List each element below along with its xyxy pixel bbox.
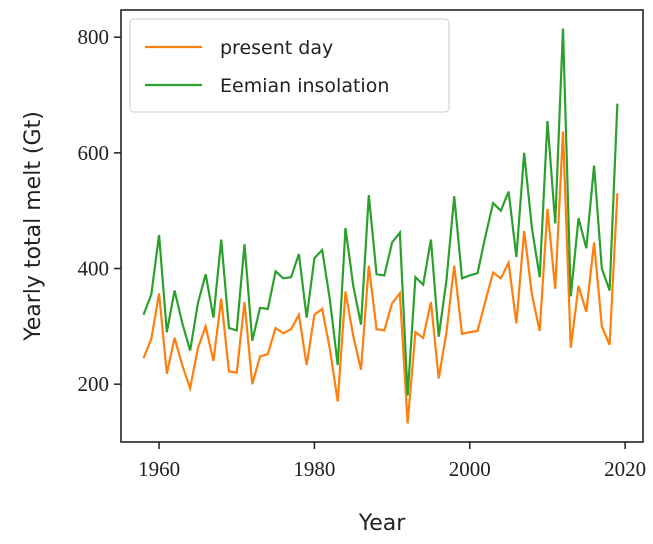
y-tick-label: 400 (78, 257, 110, 281)
x-axis-label: Year (358, 511, 407, 536)
legend-label: present day (220, 37, 333, 59)
legend-box (129, 18, 450, 113)
plot-frame (120, 9, 644, 443)
x-tick-label: 1960 (138, 457, 180, 481)
y-tick-label: 600 (78, 141, 110, 165)
x-tick-label: 2020 (604, 457, 646, 481)
y-tick-label: 200 (78, 372, 110, 396)
y-axis-label: Yearly total melt (Gt) (21, 111, 46, 342)
legend-label: Eemian insolation (220, 75, 389, 97)
line-series (142, 131, 619, 424)
x-tick-label: 2000 (449, 457, 491, 481)
y-tick-label: 800 (78, 25, 110, 49)
x-tick-label: 1980 (293, 457, 335, 481)
line-series (142, 28, 619, 396)
